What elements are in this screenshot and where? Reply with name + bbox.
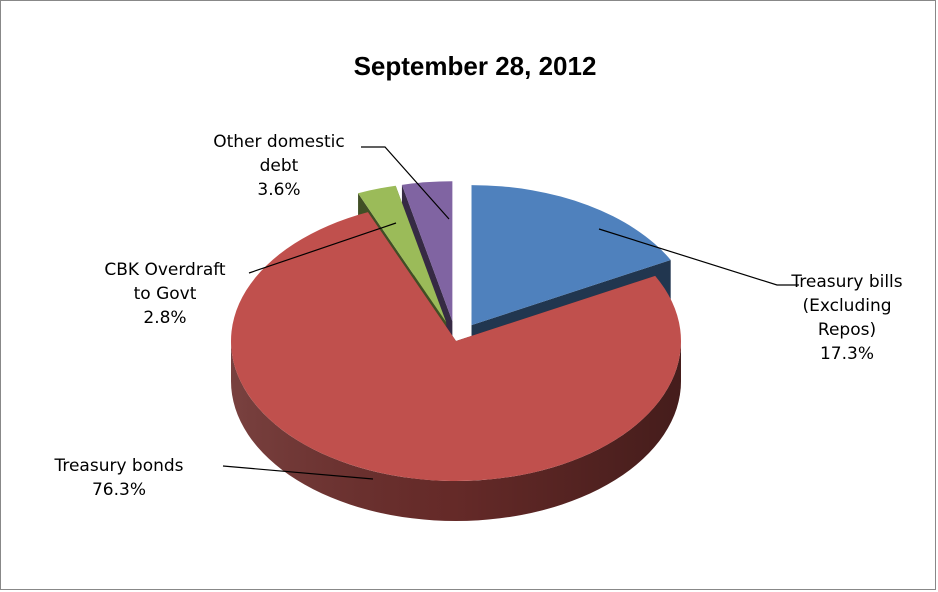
slice-label-cbk-overdraft-to-govt: to Govt [134,284,197,304]
slice-label-treasury-bills-excluding-repos: Treasury bills [790,272,902,292]
leader-lines [222,146,799,480]
leader-line-cbk-overdraft-to-govt [248,222,397,274]
leader-line-treasury-bonds [222,465,374,480]
slice-label-treasury-bonds: Treasury bonds [53,456,183,476]
value-label-other-domestic-debt: 3.6% [257,180,300,200]
pie-tops [231,181,681,482]
slice-label-cbk-overdraft-to-govt: CBK Overdraft [104,260,226,280]
chart-title: September 28, 2012 [354,51,597,81]
slice-label-treasury-bills-excluding-repos: Repos) [818,320,876,340]
slice-label-treasury-bills-excluding-repos: (Excluding [802,296,891,316]
value-label-cbk-overdraft-to-govt: 2.8% [143,308,186,328]
slice-cbk-overdraft-to-govt[interactable] [358,185,447,323]
value-label-treasury-bills-excluding-repos: 17.3% [820,344,874,364]
slice-treasury-bills-excluding-repos[interactable] [471,185,671,326]
leader-line-treasury-bills-excluding-repos [598,228,799,286]
slice-labels: Treasury bills (Excluding Repos) 17.3% Treas… [53,132,902,500]
slice-label-other-domestic-debt: debt [260,156,299,176]
slice-label-other-domestic-debt: Other domestic [213,132,344,152]
slice-treasury-bonds[interactable] [231,212,681,482]
leader-line-other-domestic-debt [361,146,450,220]
slice-other-domestic-debt[interactable] [401,181,453,322]
value-label-treasury-bonds: 76.3% [92,480,146,500]
